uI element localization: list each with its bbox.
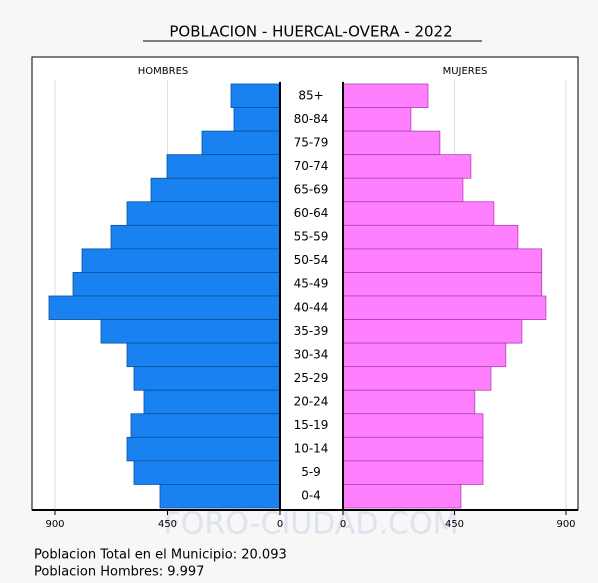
bar	[100, 319, 281, 344]
info-line: Poblacion Hombres: 9.997	[34, 565, 204, 580]
bar	[342, 295, 547, 320]
category-label: 35-39	[294, 324, 329, 338]
bar	[342, 484, 462, 509]
bars	[48, 83, 547, 509]
watermark: FORO-CIUDAD.COM	[164, 507, 459, 542]
legend-label: HOMBRES	[138, 66, 189, 77]
category-label: 20-24	[294, 395, 329, 409]
chart-title: POBLACION - HUERCAL-OVERA - 2022	[169, 23, 452, 41]
bar	[126, 201, 281, 226]
bar	[342, 201, 495, 226]
bar	[342, 83, 429, 108]
bar	[342, 389, 476, 415]
bar	[133, 366, 281, 391]
bar	[342, 319, 523, 344]
bar	[342, 154, 472, 179]
bar	[342, 436, 484, 462]
x-tick-label: 450	[445, 519, 464, 530]
category-label: 5-9	[301, 465, 321, 479]
bar	[342, 224, 519, 250]
bar	[126, 436, 281, 462]
bar	[48, 295, 281, 320]
bar	[342, 272, 543, 297]
category-label: 30-34	[294, 347, 329, 361]
x-tick-label: 0	[277, 519, 283, 530]
bar	[81, 248, 281, 273]
x-tick-label: 900	[45, 519, 64, 530]
category-label: 85+	[298, 88, 323, 102]
bar	[143, 389, 281, 415]
category-label: 50-54	[294, 253, 329, 267]
bar	[133, 460, 281, 485]
bar	[342, 248, 543, 273]
category-label: 60-64	[294, 206, 329, 220]
bar	[342, 460, 484, 485]
info-line: Poblacion Total en el Municipio: 20.093	[34, 548, 287, 563]
bar	[72, 272, 281, 297]
legend-label: MUJERES	[443, 66, 488, 77]
bar	[233, 107, 281, 132]
category-label: 40-44	[294, 300, 329, 314]
category-label: 25-29	[294, 371, 329, 385]
bar	[230, 83, 281, 108]
category-label: 80-84	[294, 112, 329, 126]
bar	[126, 342, 281, 368]
bar	[342, 366, 492, 391]
category-label: 0-4	[301, 489, 321, 503]
bar	[342, 342, 507, 368]
bar	[342, 130, 441, 156]
category-label: 70-74	[294, 159, 329, 173]
bar	[150, 177, 281, 203]
category-label: 45-49	[294, 277, 329, 291]
category-label: 15-19	[294, 418, 329, 432]
x-tick-label: 450	[158, 519, 177, 530]
category-label: 65-69	[294, 183, 329, 197]
bar	[159, 484, 281, 509]
bar	[342, 413, 484, 438]
bar	[110, 224, 281, 250]
bar	[201, 130, 281, 156]
bar	[130, 413, 281, 438]
category-label: 55-59	[294, 230, 329, 244]
bar	[342, 107, 412, 132]
category-label: 75-79	[294, 135, 329, 149]
bar	[342, 177, 464, 203]
category-label: 10-14	[294, 442, 329, 456]
x-tick-label: 900	[556, 519, 575, 530]
bar	[166, 154, 281, 179]
x-tick-label: 0	[340, 519, 346, 530]
